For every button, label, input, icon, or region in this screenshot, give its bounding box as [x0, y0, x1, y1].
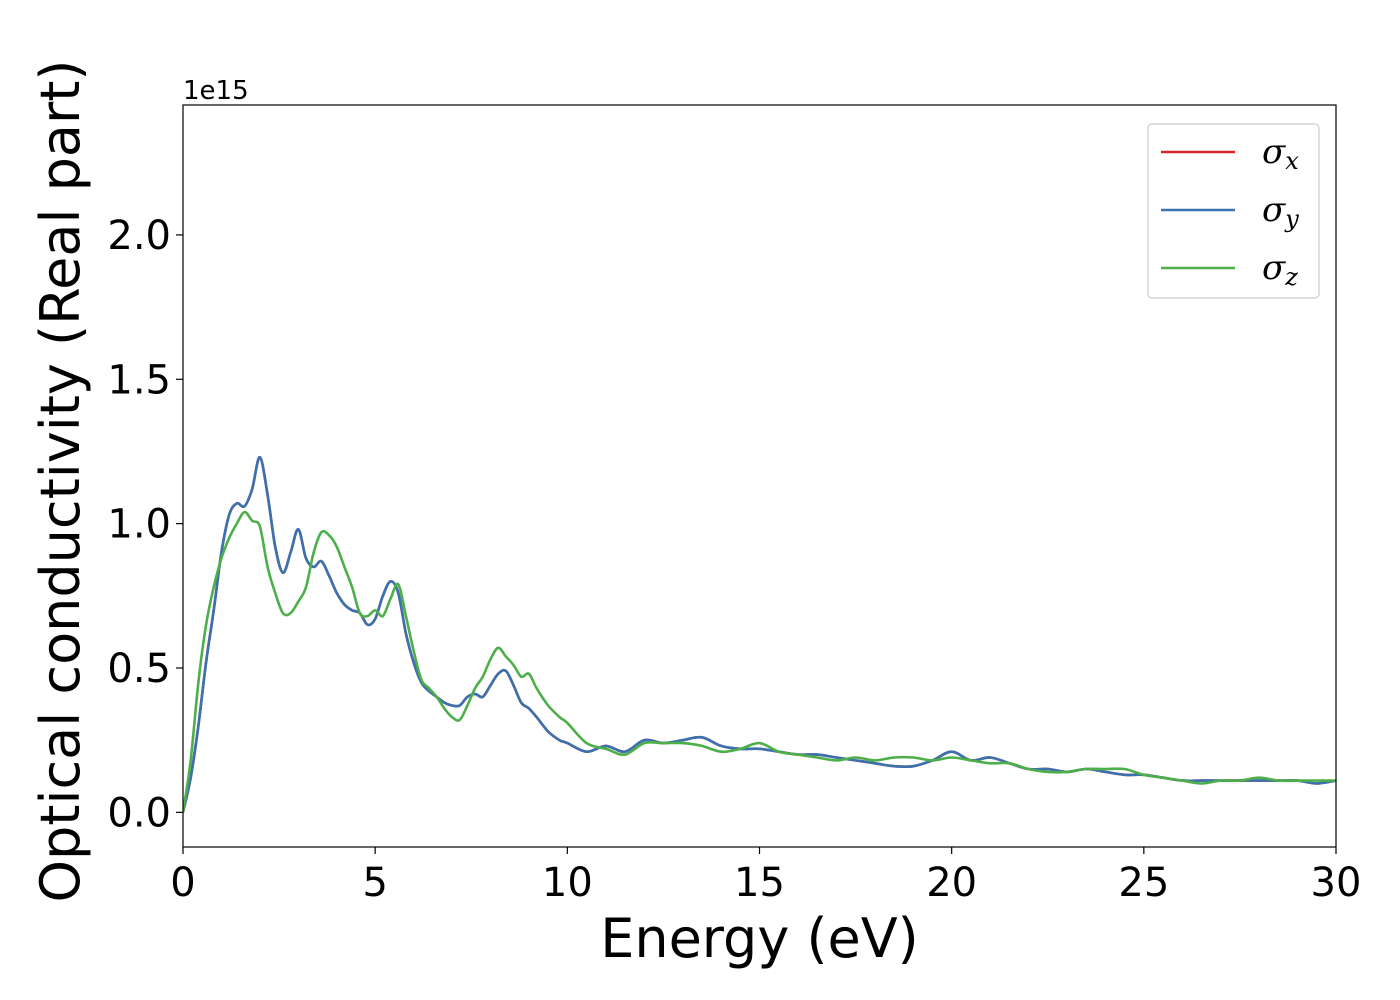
x-tick-label: 15: [734, 860, 785, 906]
series-layer: [183, 455, 1336, 813]
y-axis-title: Optical conductivity (Real part): [29, 60, 92, 903]
y-tick-label: 1.0: [107, 502, 171, 548]
series-line-z: [183, 510, 1336, 813]
x-tick-label: 25: [1118, 860, 1169, 906]
y-tick-layer: 0.0 0.5 1.0 1.5 2.0: [107, 213, 183, 836]
series-line-y: [183, 455, 1336, 813]
x-axis-title: Energy (eV): [600, 907, 919, 970]
y-tick-label: 1.5: [107, 357, 171, 403]
x-tick-label: 0: [170, 860, 195, 906]
legend-label-x: σx: [1262, 132, 1299, 175]
x-tick-label: 5: [362, 860, 387, 906]
x-tick-label: 10: [542, 860, 593, 906]
y-tick-label: 2.0: [107, 213, 171, 259]
x-tick-layer: 0 5 10 15 20 25 30: [170, 847, 1361, 906]
y-tick-label: 0.0: [107, 790, 171, 836]
legend: σx σy σz: [1147, 123, 1320, 299]
legend-label-y: σy: [1262, 190, 1299, 233]
x-tick-label: 30: [1311, 860, 1362, 906]
y-offset-label: 1e15: [183, 76, 249, 106]
x-tick-label: 20: [926, 860, 977, 906]
y-tick-label: 0.5: [107, 646, 171, 692]
legend-label-z: σz: [1262, 248, 1298, 291]
